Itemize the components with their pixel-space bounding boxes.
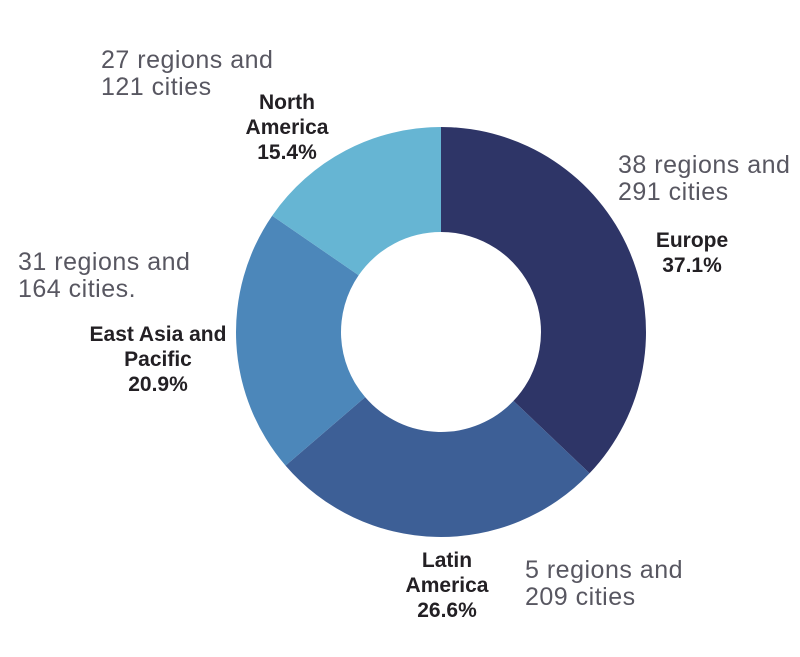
label-east-asia-and-pacific: East Asia and Pacific 20.9% (89, 323, 227, 396)
label-latin-america: Latin America 26.6% (405, 549, 489, 622)
slice-europe (441, 127, 646, 474)
slice-east-asia-and-pacific (235, 215, 366, 466)
slice-north-america (272, 127, 441, 276)
annotation-latin-america: 5 regions and 209 cities (525, 556, 684, 611)
annotation-europe: 38 regions and 291 cities (618, 151, 791, 206)
annotation-north-america: 27 regions and 121 cities (101, 46, 274, 101)
slice-latin-america (285, 397, 590, 537)
annotation-east-asia-and-pacific: 31 regions and 164 cities. (18, 248, 191, 303)
label-north-america: North America 15.4% (245, 91, 329, 164)
label-europe: Europe 37.1% (655, 229, 729, 277)
